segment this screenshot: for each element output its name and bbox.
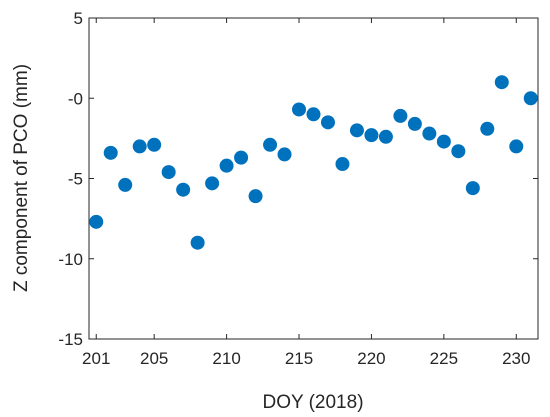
y-axis: 5 -0 -5 -10 -15 — [58, 9, 538, 349]
data-point — [349, 123, 364, 138]
x-tick-label: 201 — [82, 349, 110, 368]
y-axis-label: Z component of PCO (mm) — [11, 64, 32, 292]
data-point — [306, 107, 321, 122]
data-point — [422, 126, 437, 141]
data-point — [248, 189, 263, 204]
x-tick-label: 210 — [212, 349, 240, 368]
data-point — [480, 121, 495, 136]
y-tick-label: -5 — [68, 170, 83, 189]
x-tick-label: 230 — [502, 349, 530, 368]
data-point — [494, 75, 509, 90]
data-point — [364, 128, 379, 143]
y-tick-label: -10 — [58, 250, 83, 269]
x-tick-label: 225 — [430, 349, 458, 368]
data-point — [234, 150, 249, 165]
data-point — [118, 177, 133, 192]
data-point — [407, 116, 422, 131]
data-point — [103, 145, 118, 160]
data-point — [161, 165, 176, 180]
data-point — [176, 182, 191, 197]
data-point — [277, 147, 292, 162]
x-tick-label: 205 — [140, 349, 168, 368]
data-point — [147, 137, 162, 152]
data-point — [523, 91, 538, 106]
data-point — [292, 102, 307, 117]
data-point — [219, 158, 234, 173]
data-point — [465, 181, 480, 196]
y-tick-label: -0 — [68, 89, 83, 108]
data-point — [190, 235, 205, 250]
data-point — [393, 108, 408, 123]
y-tick-label: -15 — [58, 330, 83, 349]
x-tick-label: 220 — [357, 349, 385, 368]
data-point — [205, 176, 220, 191]
data-point — [451, 144, 466, 159]
x-axis: 201 205 210 215 220 225 230 — [82, 18, 530, 368]
data-point — [509, 139, 524, 154]
data-point — [320, 115, 335, 130]
data-point — [378, 129, 393, 144]
data-points — [89, 75, 538, 250]
plot-area — [88, 17, 539, 340]
data-point — [89, 214, 104, 229]
x-axis-label: DOY (2018) — [262, 392, 363, 413]
data-point — [263, 137, 278, 152]
data-point — [436, 134, 451, 149]
data-point — [132, 139, 147, 154]
x-tick-label: 215 — [285, 349, 313, 368]
y-tick-label: 5 — [74, 9, 83, 28]
data-point — [335, 157, 350, 172]
